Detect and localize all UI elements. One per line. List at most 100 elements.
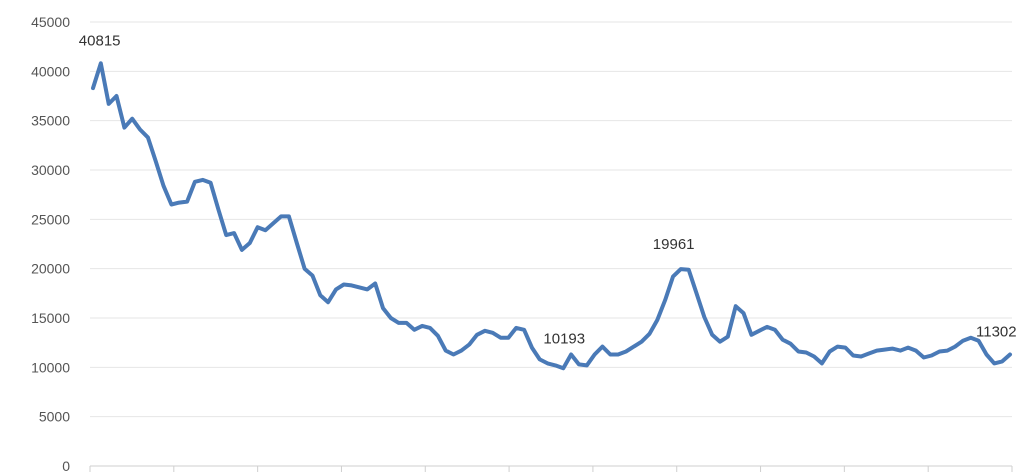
data-point (906, 346, 910, 350)
data-point (122, 126, 126, 130)
data-point (146, 135, 150, 139)
data-point (475, 333, 479, 337)
data-point (201, 178, 205, 182)
data-point (107, 102, 111, 106)
data-point (773, 328, 777, 332)
data-point (749, 333, 753, 337)
data-point (608, 353, 612, 357)
data-point (381, 306, 385, 310)
data-point (334, 287, 338, 291)
data-point (546, 361, 550, 365)
data-label: 11302 (976, 324, 1017, 341)
data-point (295, 241, 299, 245)
series-line (91, 61, 1012, 371)
data-point (420, 324, 424, 328)
data-label: 19961 (653, 236, 695, 253)
data-point (177, 201, 181, 205)
data-point (224, 233, 228, 237)
data-point (648, 332, 652, 336)
data-point (796, 350, 800, 354)
data-point (522, 328, 526, 332)
data-point (938, 350, 942, 354)
y-tick-label: 40000 (31, 63, 70, 79)
data-point (232, 231, 236, 235)
data-point (389, 316, 393, 320)
data-point (859, 355, 863, 359)
data-point (444, 349, 448, 353)
data-point (467, 343, 471, 347)
y-tick-label: 20000 (31, 261, 70, 277)
data-point (671, 275, 675, 279)
data-point (687, 268, 691, 272)
data-point (757, 329, 761, 333)
y-axis: 0 5000 10000 15000 20000 25000 30000 35000 40000… (31, 14, 70, 473)
data-point (640, 340, 644, 344)
data-point (695, 291, 699, 295)
data-point (663, 298, 667, 302)
data-point (820, 361, 824, 365)
data-point (263, 228, 267, 232)
data-point (138, 128, 142, 132)
data-point (851, 354, 855, 358)
data-point (365, 287, 369, 291)
y-tick-label: 10000 (31, 359, 70, 375)
y-tick-label: 25000 (31, 211, 70, 227)
data-point (499, 336, 503, 340)
data-point (318, 293, 322, 297)
data-point (718, 340, 722, 344)
data-point (985, 353, 989, 357)
data-point (836, 345, 840, 349)
data-point (632, 345, 636, 349)
gridlines (90, 21, 1012, 418)
data-point (553, 363, 557, 367)
data-point (311, 274, 315, 278)
data-point (115, 94, 119, 98)
data-point (655, 318, 659, 322)
data-point (710, 333, 714, 337)
data-point (961, 339, 965, 343)
data-point (483, 329, 487, 333)
data-label: 10193 (543, 330, 585, 347)
data-point (914, 349, 918, 353)
data-point (271, 221, 275, 225)
data-point (185, 200, 189, 204)
data-point (569, 353, 573, 357)
data-point (828, 350, 832, 354)
data-point (350, 283, 354, 287)
data-point (279, 214, 283, 218)
data-point (600, 345, 604, 349)
data-point (256, 225, 260, 229)
data-point (193, 180, 197, 184)
y-tick-label: 0 (62, 458, 70, 473)
data-point (209, 181, 213, 185)
data-point (734, 304, 738, 308)
data-point (248, 241, 252, 245)
data-label: 40815 (79, 32, 121, 49)
data-point (843, 346, 847, 350)
data-point (412, 328, 416, 332)
data-point (812, 355, 816, 359)
data-point (99, 61, 103, 65)
data-point (789, 342, 793, 346)
data-point (405, 321, 409, 325)
y-tick-label: 5000 (39, 409, 70, 425)
data-point (593, 353, 597, 357)
data-point (969, 336, 973, 340)
data-point (1000, 359, 1004, 363)
data-point (781, 338, 785, 342)
data-point (930, 354, 934, 358)
data-point (804, 351, 808, 355)
data-point (287, 214, 291, 218)
y-tick-label: 35000 (31, 113, 70, 129)
data-point (585, 363, 589, 367)
data-point (890, 347, 894, 351)
data-point (154, 159, 158, 163)
y-tick-label: 45000 (31, 14, 70, 30)
data-point (240, 248, 244, 252)
data-point (1008, 353, 1012, 357)
data-point (953, 345, 957, 349)
y-tick-label: 15000 (31, 310, 70, 326)
data-point (616, 353, 620, 357)
data-point (506, 336, 510, 340)
